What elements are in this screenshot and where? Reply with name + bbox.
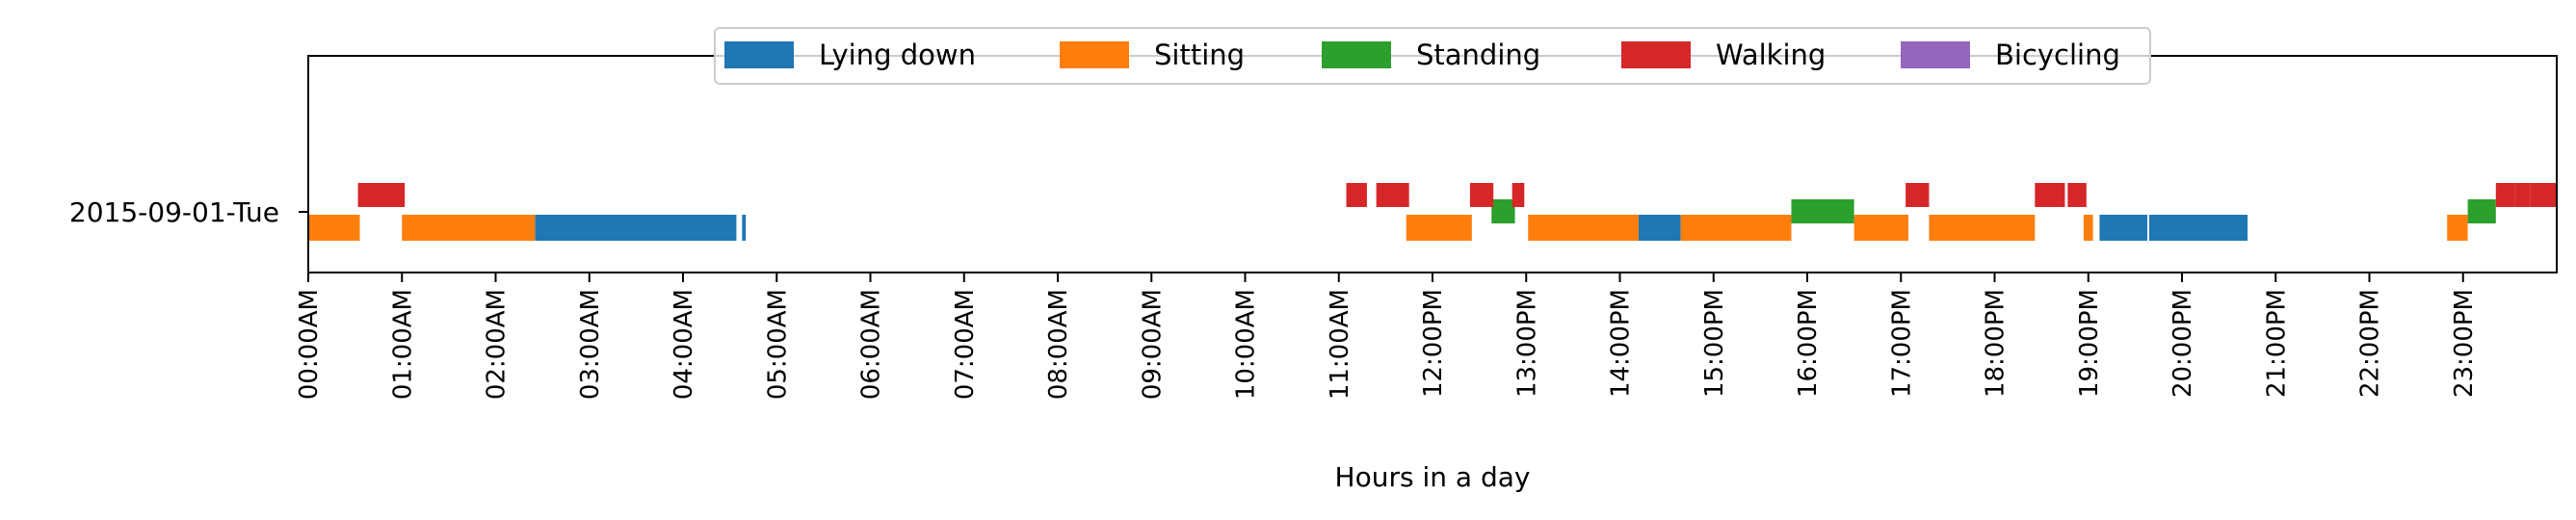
legend-label-sitting: Sitting [1154, 39, 1245, 71]
x-axis-title: Hours in a day [1335, 461, 1531, 493]
x-tick-label: 06:00AM [857, 289, 886, 400]
x-tick-label: 09:00AM [1138, 289, 1167, 400]
x-axis: 00:00AM 01:00AM 02:00AM 03:00AM 04:00AM 05:00… [295, 273, 2479, 400]
legend-label-walking: Walking [1716, 39, 1826, 71]
walking-segment [1906, 183, 1930, 207]
x-tick-label: 00:00AM [295, 289, 324, 400]
sitting-segment [1406, 215, 1472, 241]
x-tick-label: 03:00AM [576, 289, 605, 400]
x-tick-label: 07:00AM [951, 289, 980, 400]
walking-segment [2495, 183, 2515, 207]
x-tick-label: 13:00PM [1512, 289, 1541, 398]
lying-down-segment [2148, 215, 2248, 241]
x-tick-label: 04:00AM [670, 289, 698, 400]
legend-swatch-standing [1322, 41, 1391, 68]
x-tick-label: 22:00PM [2356, 289, 2385, 398]
walking-segment [1469, 183, 1494, 207]
walking-segment [357, 183, 406, 207]
sitting-segment [2447, 215, 2468, 241]
x-tick-label: 10:00AM [1232, 289, 1261, 400]
standing-segment [2467, 199, 2496, 223]
lying-down-segment [2099, 215, 2148, 241]
walking-segment [2067, 183, 2087, 207]
sitting-segment [1929, 215, 2036, 241]
sitting-segment [2083, 215, 2093, 241]
walking-segment [2035, 183, 2065, 207]
lying-down-segment [742, 215, 747, 241]
standing-segment [1491, 199, 1515, 223]
x-tick-label: 05:00AM [763, 289, 792, 400]
x-tick-label: 11:00AM [1326, 289, 1354, 400]
lying-down-segment [1638, 215, 1681, 241]
x-tick-label: 15:00PM [1700, 289, 1729, 398]
x-tick-label: 18:00PM [1982, 289, 2011, 398]
x-tick-label: 01:00AM [388, 289, 417, 400]
walking-segment [1376, 183, 1409, 207]
x-tick-label: 21:00PM [2262, 289, 2291, 398]
x-tick-label: 19:00PM [2075, 289, 2104, 398]
x-tick-label: 02:00AM [483, 289, 512, 400]
x-tick-label: 12:00PM [1419, 289, 1448, 398]
sitting-segment [402, 215, 536, 241]
legend-label-standing: Standing [1416, 39, 1540, 71]
x-tick-label: 20:00PM [2169, 289, 2197, 398]
legend-swatch-lying-down [724, 41, 794, 68]
x-tick-label: 23:00PM [2450, 289, 2479, 398]
x-tick-label: 16:00PM [1794, 289, 1823, 398]
walking-segment [2530, 183, 2557, 207]
walking-segment [1511, 183, 1525, 207]
legend-label-bicycling: Bicycling [1995, 39, 2120, 71]
walking-segment [2514, 183, 2531, 207]
lying-down-segment [535, 215, 737, 241]
standing-segment [1791, 199, 1854, 223]
sitting-segment [1853, 215, 1909, 241]
legend-swatch-walking [1621, 41, 1691, 68]
x-tick-label: 17:00PM [1887, 289, 1916, 398]
legend-label-lying-down: Lying down [819, 39, 976, 71]
x-tick-label: 14:00PM [1607, 289, 1636, 398]
legend-swatch-sitting [1060, 41, 1129, 68]
x-tick-label: 08:00AM [1044, 289, 1073, 400]
legend: Lying down Sitting Standing Walking Bicyclin… [714, 27, 2151, 85]
legend-swatch-bicycling [1901, 41, 1970, 68]
sitting-segment [1528, 215, 1639, 241]
y-axis: 2015-09-01-Tue [69, 196, 308, 228]
sitting-segment [1680, 215, 1792, 241]
plot-marks [308, 183, 2557, 241]
walking-segment [1346, 183, 1367, 207]
y-tick-label-row: 2015-09-01-Tue [69, 196, 279, 228]
sitting-segment [308, 215, 360, 241]
